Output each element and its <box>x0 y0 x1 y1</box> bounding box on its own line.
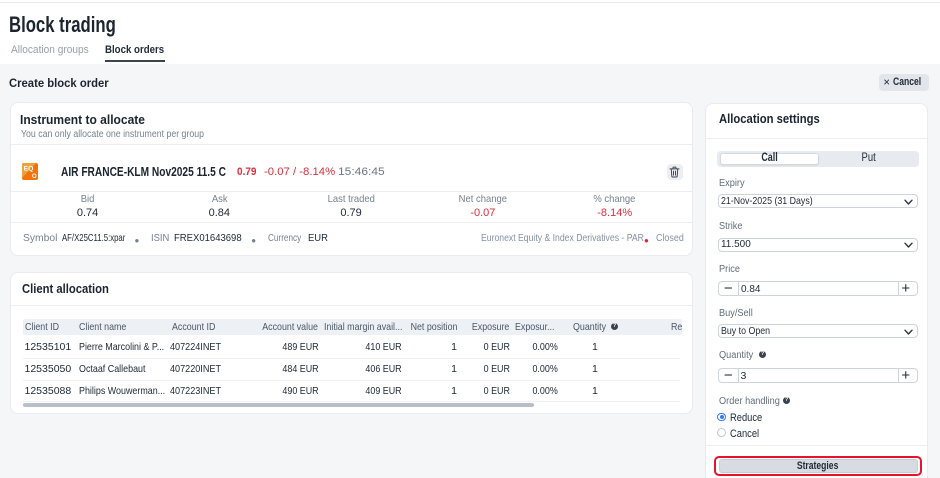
svg-text:O: O <box>32 173 37 180</box>
svg-text:EQ: EQ <box>24 166 34 173</box>
